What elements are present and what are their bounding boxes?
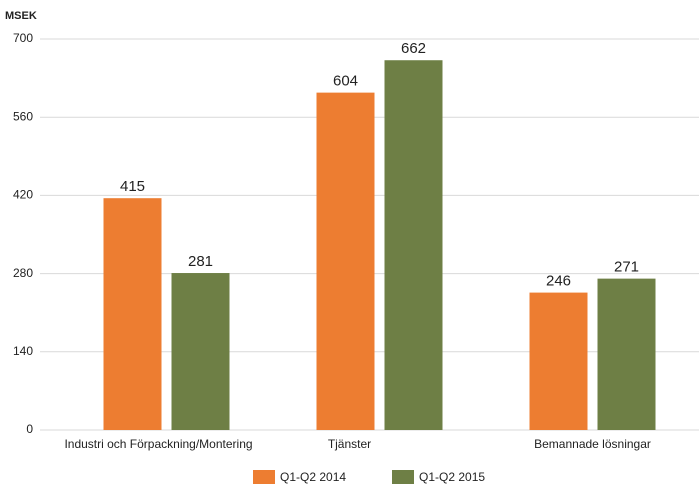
legend-swatch	[392, 470, 414, 484]
bar	[529, 292, 588, 430]
legend-label: Q1-Q2 2015	[419, 470, 485, 484]
bar	[597, 278, 656, 430]
legend-swatch	[253, 470, 275, 484]
y-tick-label: 700	[13, 31, 33, 45]
value-label: 662	[401, 40, 426, 57]
value-label: 246	[546, 273, 571, 290]
bar	[171, 273, 230, 430]
y-axis-label: MSEK	[5, 10, 37, 22]
value-label: 281	[188, 253, 213, 270]
x-tick-label: Bemannade lösningar	[534, 437, 651, 451]
bar	[316, 92, 375, 430]
y-tick-label: 140	[13, 344, 33, 358]
y-tick-label: 560	[13, 109, 33, 123]
legend-label: Q1-Q2 2014	[280, 470, 346, 484]
x-tick-label: Industri och Förpackning/Montering	[64, 437, 252, 451]
value-label: 271	[614, 259, 639, 276]
y-tick-label: 420	[13, 188, 33, 202]
value-label: 604	[333, 73, 358, 90]
bar	[103, 198, 162, 430]
value-label: 415	[120, 178, 145, 195]
y-tick-label: 0	[26, 422, 33, 436]
bar	[384, 60, 443, 431]
y-tick-label: 280	[13, 266, 33, 280]
x-tick-label: Tjänster	[328, 437, 371, 451]
